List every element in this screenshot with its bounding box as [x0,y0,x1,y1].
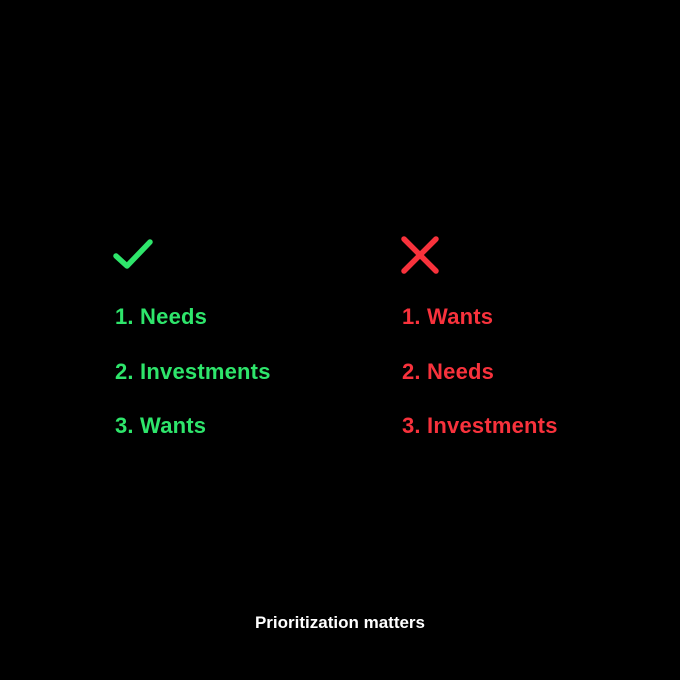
good-item-3: 3. Wants [115,413,207,438]
good-order-list: 1. Needs 2. Investments 3. Wants [112,304,271,439]
bad-item-1: 1. Wants [402,304,494,329]
caption: Prioritization matters [254,613,426,632]
good-order-column: 1. Needs 2. Investments 3. Wants [112,234,271,468]
bad-order-column: 1. Wants 2. Needs 3. Investments [399,234,558,468]
cross-icon [399,234,441,274]
bad-item-2: 2. Needs [402,358,495,384]
bad-order-list: 1. Wants 2. Needs 3. Investments [399,304,558,439]
check-icon [112,234,154,274]
good-item-2: 2. Investments [115,358,271,384]
good-item-1: 1. Needs [115,304,208,329]
bad-item-3: 3. Investments [402,413,558,438]
